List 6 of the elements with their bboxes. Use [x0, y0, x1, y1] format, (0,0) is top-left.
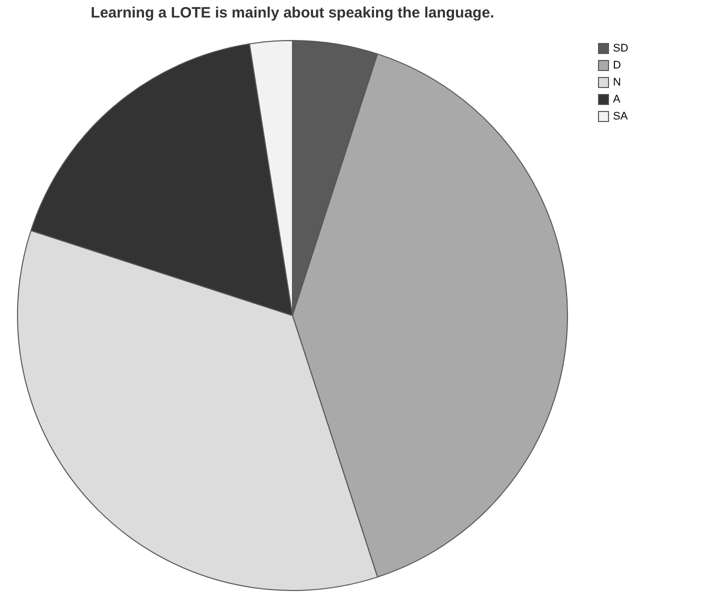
legend-label: A — [613, 94, 621, 106]
legend-label: N — [613, 76, 621, 88]
chart-title: Learning a LOTE is mainly about speaking the language. — [90, 4, 494, 22]
legend-label: D — [613, 60, 621, 72]
legend-label: SD — [613, 42, 628, 54]
legend-label: SA — [613, 110, 628, 122]
